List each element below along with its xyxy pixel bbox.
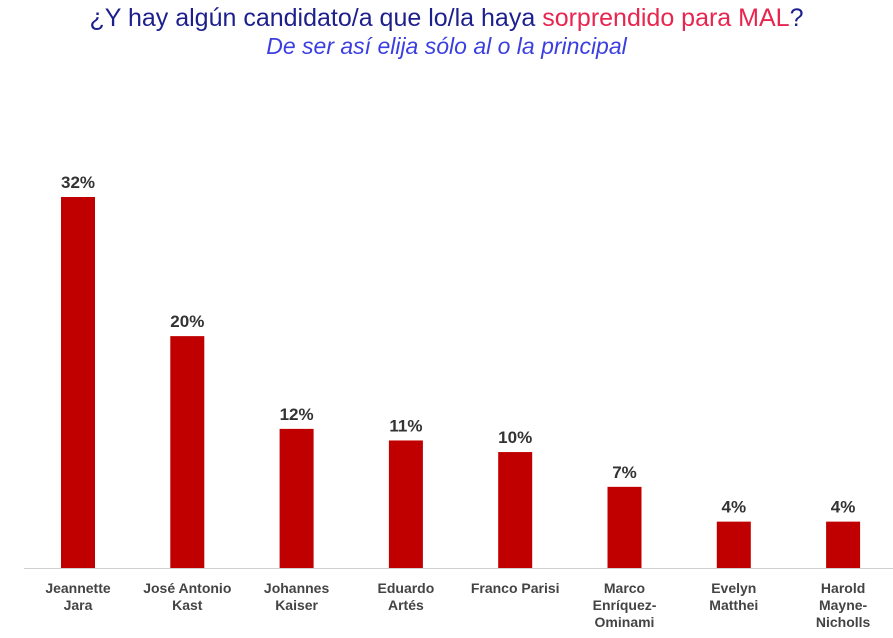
bar-value-label: 7% — [612, 463, 637, 482]
category-label: Evelyn Matthei — [709, 580, 758, 613]
category-label: Marco Enríquez-Ominami — [593, 580, 657, 630]
category-label-line: Ominami — [595, 614, 655, 630]
category-label-line: Franco Parisi — [471, 580, 560, 596]
category-label-line: Nicholls — [816, 614, 871, 630]
category-label-line: Jara — [64, 597, 93, 613]
bar-value-label: 12% — [280, 405, 314, 424]
category-label-line: Johannes — [264, 580, 330, 596]
bar — [279, 428, 314, 568]
bar-value-label: 20% — [170, 312, 204, 331]
chart-subtitle: De ser así elija sólo al o la principal — [266, 33, 627, 59]
bar — [388, 440, 423, 568]
bar — [716, 521, 751, 568]
bar — [826, 521, 861, 568]
category-label-line: Mayne- — [819, 597, 868, 613]
title-text: ¿Y hay algún candidato/a que lo/la haya — [89, 4, 543, 32]
bar-value-label: 4% — [722, 498, 747, 517]
category-label-line: Evelyn — [711, 580, 756, 596]
category-label-line: Jeannette — [45, 580, 111, 596]
bar-value-label: 10% — [498, 428, 532, 447]
bar-value-label: 11% — [389, 416, 422, 435]
category-label: Harold Mayne-Nicholls — [816, 580, 871, 630]
bar — [61, 197, 95, 568]
category-label-line: Enríquez- — [593, 597, 657, 613]
category-label-line: Kast — [172, 597, 203, 613]
bar-value-label: 4% — [831, 498, 856, 517]
bar — [498, 452, 533, 568]
category-label-line: Marco — [604, 580, 645, 596]
category-label-line: Artés — [388, 597, 424, 613]
category-label: Johannes Kaiser — [264, 580, 330, 613]
category-label: José Antonio Kast — [143, 580, 231, 613]
title-highlight: sorprendido para MAL — [542, 4, 790, 32]
category-label-line: Eduardo — [378, 580, 435, 596]
chart-title: ¿Y hay algún candidato/a que lo/la haya … — [0, 4, 893, 33]
category-label-line: Kaiser — [275, 597, 318, 613]
category-label: Franco Parisi — [471, 580, 560, 596]
category-label: Eduardo Artés — [378, 580, 435, 613]
bar — [607, 486, 642, 568]
category-label-line: Matthei — [709, 597, 758, 613]
title-end: ? — [789, 4, 804, 32]
category-label-line: Harold — [821, 580, 865, 596]
bar-value-label: 32% — [61, 173, 95, 192]
bar — [170, 336, 205, 568]
category-label-line: José Antonio — [143, 580, 231, 596]
category-label: Jeannette Jara — [45, 580, 111, 613]
